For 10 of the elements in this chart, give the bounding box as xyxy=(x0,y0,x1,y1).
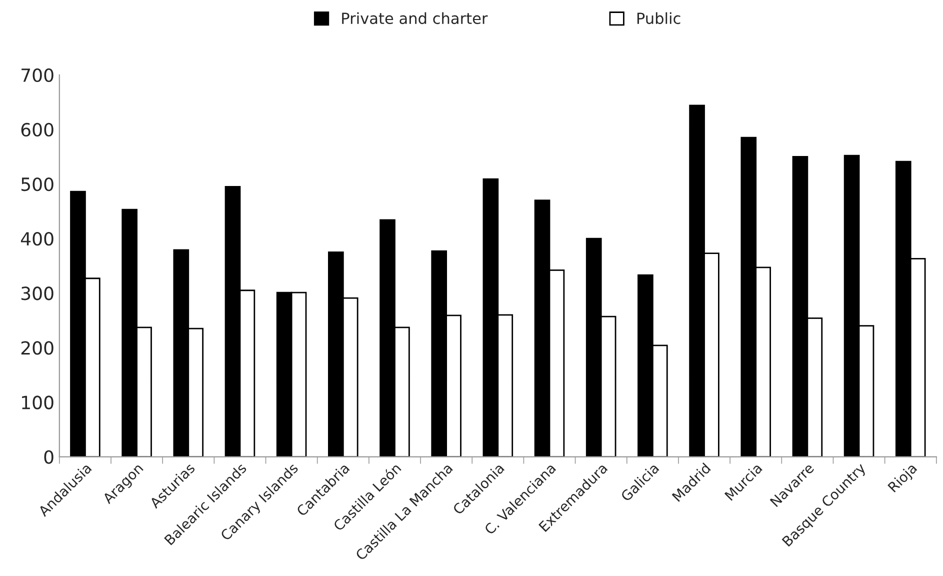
y-tick-label: 500 xyxy=(21,177,54,192)
y-tick-label: 300 xyxy=(21,286,54,300)
y-tick-label: 200 xyxy=(21,341,54,355)
legend-label: Public xyxy=(637,12,680,24)
y-tick-label: 400 xyxy=(20,232,54,246)
legend-label: Private and charter xyxy=(342,12,488,24)
y-tick-label: 0 xyxy=(44,450,54,464)
y-tick-label: 100 xyxy=(22,396,54,410)
y-tick-label: 700 xyxy=(22,68,54,82)
y-tick-label: 600 xyxy=(21,122,54,137)
